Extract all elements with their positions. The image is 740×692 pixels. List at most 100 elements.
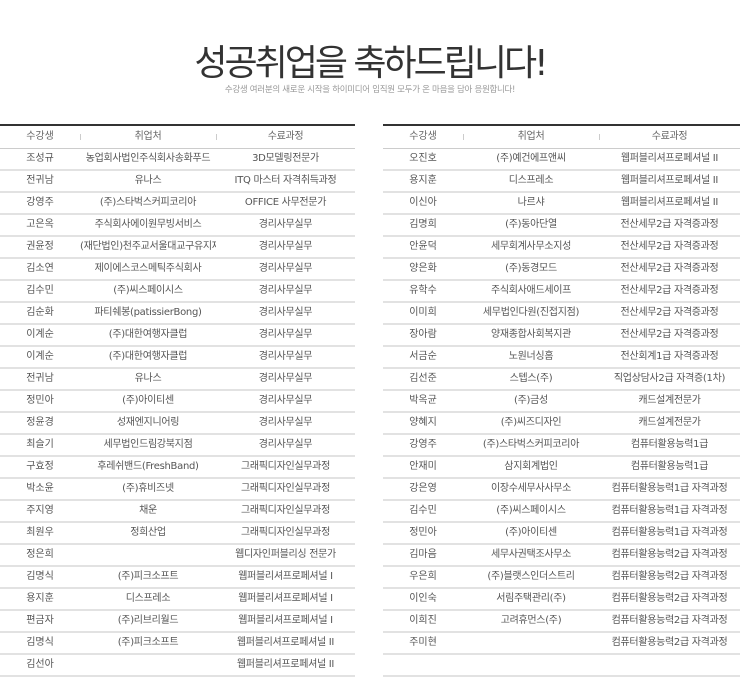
student-name: 안윤덕 <box>409 241 437 252</box>
student-name: 김수민 <box>26 285 54 296</box>
course: 그래픽디자인실무과정 <box>240 483 330 494</box>
student-name: 구효정 <box>26 461 54 472</box>
employer: 제이에스코스메틱주식회사 <box>94 263 202 274</box>
table-row: 박옥균 (주)금성 캐드설계전문가 <box>383 391 740 413</box>
student-name: 박소윤 <box>26 483 54 494</box>
table-row <box>383 655 740 677</box>
course: 전산세무2급 자격증과정 <box>620 285 719 296</box>
employer: (주)대한여행자클럽 <box>108 351 188 362</box>
table-row: 김선준 스텝스(주) 직업상담사2급 자격증(1차) <box>383 369 740 391</box>
course <box>599 655 740 675</box>
student-name: 강영주 <box>26 197 54 208</box>
course: 컴퓨터활용능력1급 <box>630 439 709 450</box>
student-name: 편금자 <box>26 615 54 626</box>
table-row: 정민아 (주)아이티센 경리사무실무 <box>0 391 355 413</box>
student-name: 김선준 <box>409 373 437 384</box>
course: 경리사무실무 <box>258 351 313 362</box>
table-row: 강영주 (주)스타벅스커피코리아 OFFICE 사무전문가 <box>0 193 355 215</box>
course: 웹퍼블리셔프로페셔널 I <box>238 571 333 582</box>
student-name: 정윤경 <box>26 417 54 428</box>
student-name: 용지훈 <box>26 593 54 604</box>
table-row: 최슬기 세무법인드림강북지점 경리사무실무 <box>0 435 355 457</box>
header-student: 수강생 <box>409 131 437 142</box>
course: 전산세무2급 자격증과정 <box>620 219 719 230</box>
course: 그래픽디자인실무과정 <box>240 505 330 516</box>
employer: 주식회사에이원무빙서비스 <box>94 219 202 230</box>
employer: 나르샤 <box>517 197 545 208</box>
student-name: 양은화 <box>409 263 437 274</box>
course: 컴퓨터활용능력2급 자격과정 <box>611 637 728 648</box>
student-name: 이계순 <box>26 329 54 340</box>
student-name: 김마음 <box>409 549 437 560</box>
course: 경리사무실무 <box>258 285 313 296</box>
table-row: 이계순 (주)대한여행자클럽 경리사무실무 <box>0 347 355 369</box>
student-name: 김순화 <box>26 307 54 318</box>
course: 컴퓨터활용능력1급 <box>630 461 709 472</box>
course: 그래픽디자인실무과정 <box>240 461 330 472</box>
header-employer: 취업처 <box>463 126 599 148</box>
employer: (주)피크소프트 <box>117 637 179 648</box>
course: 웹퍼블리셔프로페셔널 II <box>620 175 719 186</box>
course: 경리사무실무 <box>258 241 313 252</box>
course: 경리사무실무 <box>258 307 313 318</box>
course: 컴퓨터활용능력2급 자격과정 <box>611 593 728 604</box>
student-name: 이미희 <box>409 307 437 318</box>
table-header: 수강생 취업처 수료과정 <box>383 126 740 149</box>
header-employer: 취업처 <box>80 126 216 148</box>
employer: (주)피크소프트 <box>117 571 179 582</box>
course: 경리사무실무 <box>258 395 313 406</box>
student-name: 정민아 <box>409 527 437 538</box>
student-name: 주지영 <box>26 505 54 516</box>
employer: (주)대한여행자클럽 <box>108 329 188 340</box>
table-row: 권윤정 (재단법인)천주교서울대교구유지재단 경리사무실무 <box>0 237 355 259</box>
student-name: 김수민 <box>409 505 437 516</box>
header-student: 수강생 <box>26 131 54 142</box>
table-row: 용지훈 디스프레소 웹퍼블리셔프로페셔널 II <box>383 171 740 193</box>
student-name: 김명희 <box>409 219 437 230</box>
student-name: 오진호 <box>409 153 437 164</box>
employer: (주)씨스페이시스 <box>113 285 183 296</box>
course: 웹퍼블리셔프로페셔널 II <box>620 197 719 208</box>
course: 웹퍼블리셔프로페셔널 I <box>238 593 333 604</box>
table-row: 고은옥 주식회사에이원무빙서비스 경리사무실무 <box>0 215 355 237</box>
course: 전산세무2급 자격증과정 <box>620 263 719 274</box>
employer: 성재엔지니어링 <box>116 417 180 428</box>
student-name: 이신아 <box>409 197 437 208</box>
employer: (주)스타벅스커피코리아 <box>482 439 580 450</box>
student-name: 정민아 <box>26 395 54 406</box>
employer: 파티쉐봉(patissierBong) <box>94 307 202 318</box>
table-row: 박소윤 (주)휴비즈넷 그래픽디자인실무과정 <box>0 479 355 501</box>
employer: 삼지회계법인 <box>504 461 558 472</box>
course: OFFICE 사무전문가 <box>244 197 327 208</box>
employer: 디스프레소 <box>125 593 171 604</box>
table-row: 전귀남 유나스 ITQ 마스터 자격취득과정 <box>0 171 355 193</box>
employer: 고려휴먼스(주) <box>500 615 562 626</box>
course: 경리사무실무 <box>258 219 313 230</box>
table-row: 김명식 (주)피크소프트 웹퍼블리셔프로페셔널 II <box>0 633 355 655</box>
table-row: 김소연 제이에스코스메틱주식회사 경리사무실무 <box>0 259 355 281</box>
table-row: 정윤경 성재엔지니어링 경리사무실무 <box>0 413 355 435</box>
course: 전산세무2급 자격증과정 <box>620 241 719 252</box>
student-name: 최원우 <box>26 527 54 538</box>
table-row: 이미희 세무법인다원(진접지점) 전산세무2급 자격증과정 <box>383 303 740 325</box>
student-name: 최슬기 <box>26 439 54 450</box>
employer: 정희산업 <box>130 527 166 538</box>
course: 경리사무실무 <box>258 263 313 274</box>
placement-table-right: 수강생 취업처 수료과정 오진호 (주)예건에프앤씨 웹퍼블리셔프로페셔널 II 용지… <box>383 124 740 677</box>
student-name: 김명식 <box>26 571 54 582</box>
header-course: 수료과정 <box>599 126 740 148</box>
table-row: 서금순 노원너싱홈 전산회계1급 자격증과정 <box>383 347 740 369</box>
page-subtitle: 수강생 여러분의 새로운 시작을 하이미디어 임직원 모두가 온 마음을 담아 … <box>224 85 516 95</box>
course: 컴퓨터활용능력1급 자격과정 <box>611 527 728 538</box>
student-name: 유학수 <box>409 285 437 296</box>
student-name: 전귀남 <box>26 373 54 384</box>
course: 3D모델링전문가 <box>252 153 319 164</box>
course: 그래픽디자인실무과정 <box>240 527 330 538</box>
student-name: 용지훈 <box>409 175 437 186</box>
table-row: 양은화 (주)동경모드 전산세무2급 자격증과정 <box>383 259 740 281</box>
student-name: 양혜지 <box>409 417 437 428</box>
course: 캐드설계전문가 <box>638 395 701 406</box>
employer: (주)동아단열 <box>505 219 557 230</box>
course: 경리사무실무 <box>258 373 313 384</box>
course: 직업상담사2급 자격증(1차) <box>613 373 726 384</box>
